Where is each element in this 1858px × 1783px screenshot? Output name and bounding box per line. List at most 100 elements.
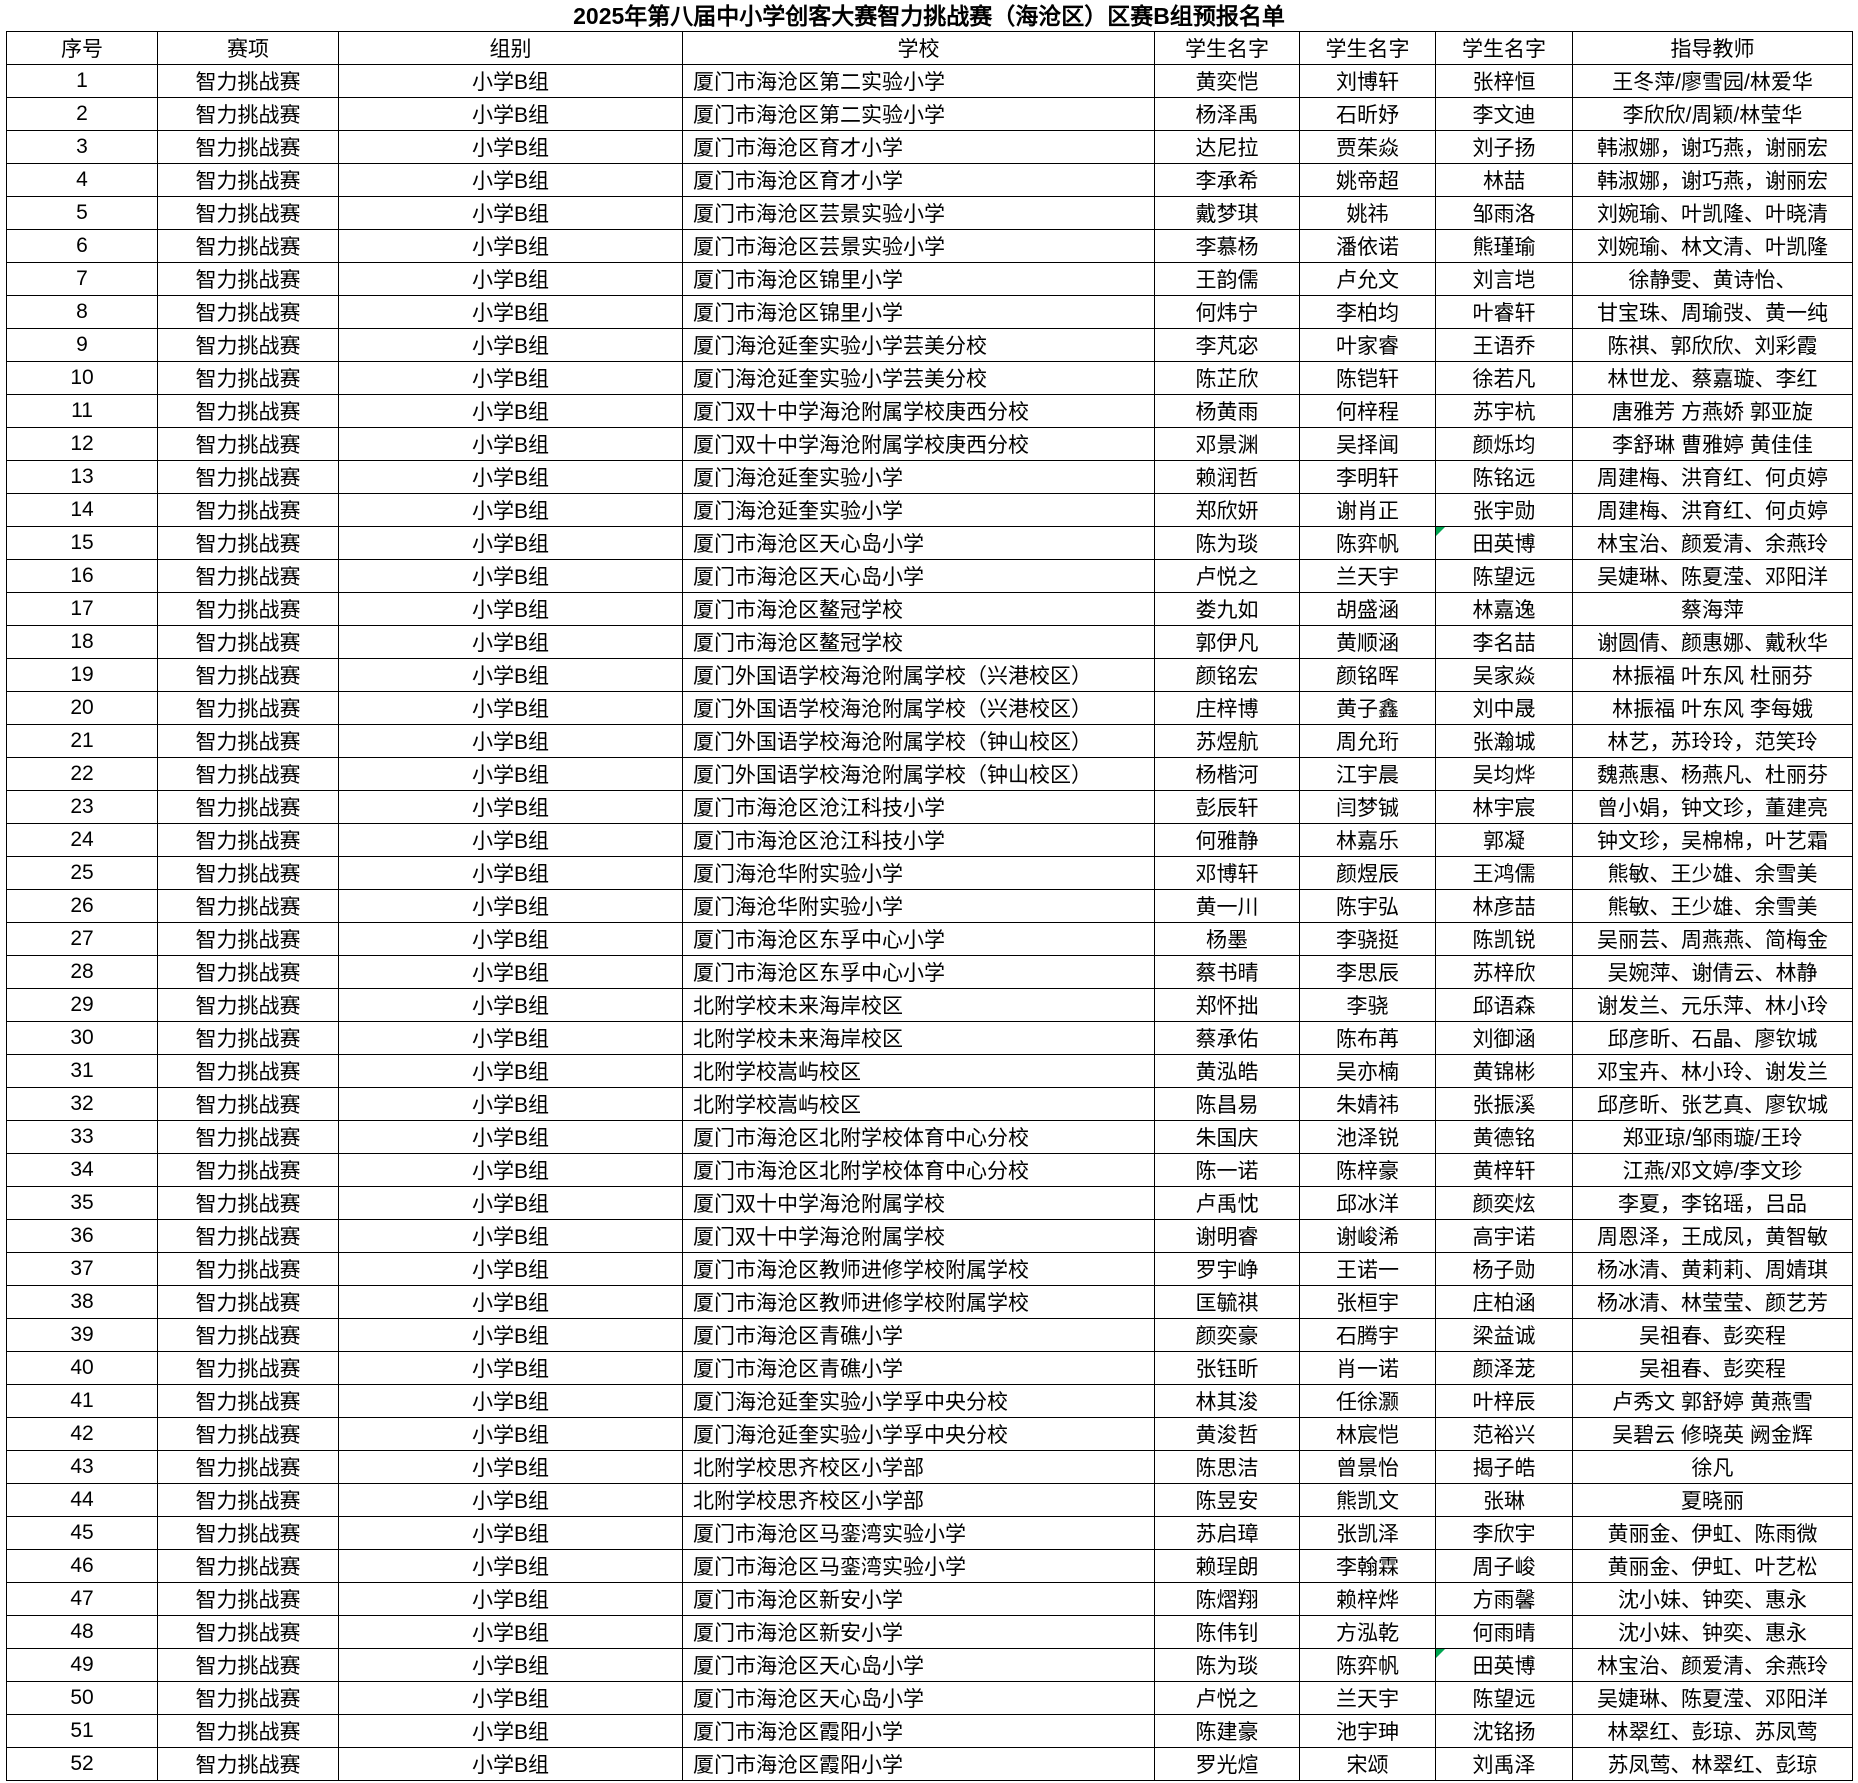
group-cell: 小学B组 <box>338 295 683 329</box>
col-header-student1: 学生名字 <box>1154 31 1300 65</box>
group-cell: 小学B组 <box>338 1219 683 1253</box>
student1-cell: 李承希 <box>1154 163 1300 197</box>
school-cell: 北附学校未来海岸校区 <box>682 988 1155 1022</box>
student3-cell: 吴均烨 <box>1435 757 1573 791</box>
row-number-cell: 11 <box>6 394 158 428</box>
student1-cell: 陈熠翔 <box>1154 1582 1300 1616</box>
student3-cell: 颜奕炫 <box>1435 1186 1573 1220</box>
event-cell: 智力挑战赛 <box>157 196 339 230</box>
school-cell: 厦门海沧延奎实验小学芸美分校 <box>682 328 1155 362</box>
school-cell: 厦门市海沧区天心岛小学 <box>682 1681 1155 1715</box>
student1-cell: 黄泓皓 <box>1154 1054 1300 1088</box>
event-cell: 智力挑战赛 <box>157 1021 339 1055</box>
event-cell: 智力挑战赛 <box>157 988 339 1022</box>
teachers-cell: 沈小妹、钟奕、惠永 <box>1572 1582 1853 1616</box>
school-cell: 厦门双十中学海沧附属学校 <box>682 1219 1155 1253</box>
student2-cell: 池宇珅 <box>1299 1714 1436 1748</box>
event-cell: 智力挑战赛 <box>157 1120 339 1154</box>
row-number-cell: 26 <box>6 889 158 923</box>
col-header-student3: 学生名字 <box>1435 31 1573 65</box>
event-cell: 智力挑战赛 <box>157 427 339 461</box>
student1-cell: 陈为琰 <box>1154 1648 1300 1682</box>
student3-cell: 黄锦彬 <box>1435 1054 1573 1088</box>
group-cell: 小学B组 <box>338 1549 683 1583</box>
school-cell: 厦门海沧延奎实验小学孚中央分校 <box>682 1384 1155 1418</box>
teachers-cell: 魏燕惠、杨燕凡、杜丽芬 <box>1572 757 1853 791</box>
student2-cell: 林嘉乐 <box>1299 823 1436 857</box>
teachers-cell: 韩淑娜，谢巧燕，谢丽宏 <box>1572 163 1853 197</box>
student2-cell: 吴择闻 <box>1299 427 1436 461</box>
group-cell: 小学B组 <box>338 1021 683 1055</box>
table-row: 31 智力挑战赛 小学B组 北附学校嵩屿校区 黄泓皓 吴亦楠 黄锦彬 邓宝卉、林小玲、谢发兰 <box>6 1054 1853 1088</box>
event-cell: 智力挑战赛 <box>157 1219 339 1253</box>
teachers-cell: 林宝治、颜爱清、余燕玲 <box>1572 1648 1853 1682</box>
school-cell: 厦门市海沧区教师进修学校附属学校 <box>682 1285 1155 1319</box>
group-cell: 小学B组 <box>338 1483 683 1517</box>
school-cell: 厦门市海沧区新安小学 <box>682 1582 1155 1616</box>
student3-cell: 张瀚城 <box>1435 724 1573 758</box>
table-row: 8 智力挑战赛 小学B组 厦门市海沧区锦里小学 何炜宁 李柏均 叶睿轩 甘宝珠、周瑜弢、黄一纯 <box>6 295 1853 329</box>
teachers-cell: 吴祖春、彭奕程 <box>1572 1318 1853 1352</box>
student3-cell: 张琳 <box>1435 1483 1573 1517</box>
event-cell: 智力挑战赛 <box>157 1285 339 1319</box>
student1-cell: 黄一川 <box>1154 889 1300 923</box>
student1-cell: 黄浚哲 <box>1154 1417 1300 1451</box>
event-cell: 智力挑战赛 <box>157 1681 339 1715</box>
table-row: 15 智力挑战赛 小学B组 厦门市海沧区天心岛小学 陈为琰 陈弈帆 田英博 林宝治、颜爱清、余… <box>6 526 1853 560</box>
student2-cell: 谢峻浠 <box>1299 1219 1436 1253</box>
student1-cell: 郑怀拙 <box>1154 988 1300 1022</box>
student1-cell: 彭辰轩 <box>1154 790 1300 824</box>
row-number-cell: 30 <box>6 1021 158 1055</box>
student1-cell: 陈为琰 <box>1154 526 1300 560</box>
table-row: 16 智力挑战赛 小学B组 厦门市海沧区天心岛小学 卢悦之 兰天宇 陈望远 吴婕琳、陈夏滢、邓… <box>6 559 1853 593</box>
group-cell: 小学B组 <box>338 856 683 890</box>
student3-cell: 刘禹泽 <box>1435 1747 1573 1781</box>
group-cell: 小学B组 <box>338 955 683 989</box>
table-row: 41 智力挑战赛 小学B组 厦门海沧延奎实验小学孚中央分校 林其浚 任徐灏 叶梓辰 卢秀文 郭… <box>6 1384 1853 1418</box>
school-cell: 厦门海沧延奎实验小学 <box>682 493 1155 527</box>
table-row: 1 智力挑战赛 小学B组 厦门市海沧区第二实验小学 黄奕恺 刘博轩 张梓恒 王冬萍/廖雪园/林… <box>6 64 1853 98</box>
row-number-cell: 38 <box>6 1285 158 1319</box>
row-number-cell: 3 <box>6 130 158 164</box>
teachers-cell: 苏凤莺、林翠红、彭琼 <box>1572 1747 1853 1781</box>
table-row: 52 智力挑战赛 小学B组 厦门市海沧区霞阳小学 罗光煊 宋颂 刘禹泽 苏凤莺、林翠红、彭琼 <box>6 1747 1853 1781</box>
row-number-cell: 34 <box>6 1153 158 1187</box>
row-number-cell: 36 <box>6 1219 158 1253</box>
school-cell: 厦门市海沧区天心岛小学 <box>682 526 1155 560</box>
row-number-cell: 35 <box>6 1186 158 1220</box>
table-row: 22 智力挑战赛 小学B组 厦门外国语学校海沧附属学校（钟山校区） 杨楷河 江宇晨 吴均烨魏… <box>6 757 1853 791</box>
student3-cell: 邱语森 <box>1435 988 1573 1022</box>
student3-cell: 徐若凡 <box>1435 361 1573 395</box>
student3-cell: 何雨晴 <box>1435 1615 1573 1649</box>
student2-cell: 胡盛涵 <box>1299 592 1436 626</box>
teachers-cell: 黄丽金、伊虹、陈雨微 <box>1572 1516 1853 1550</box>
teachers-cell: 杨冰清、黄莉莉、周婧琪 <box>1572 1252 1853 1286</box>
group-cell: 小学B组 <box>338 790 683 824</box>
group-cell: 小学B组 <box>338 1582 683 1616</box>
student1-cell: 庄梓博 <box>1154 691 1300 725</box>
student3-cell-with-note-indicator: 田英博 <box>1435 1648 1573 1682</box>
school-cell: 厦门海沧延奎实验小学芸美分校 <box>682 361 1155 395</box>
row-number-cell: 49 <box>6 1648 158 1682</box>
school-cell: 厦门海沧华附实验小学 <box>682 856 1155 890</box>
event-cell: 智力挑战赛 <box>157 361 339 395</box>
student1-cell: 郑欣妍 <box>1154 493 1300 527</box>
group-cell: 小学B组 <box>338 1285 683 1319</box>
student3-cell: 陈凯锐 <box>1435 922 1573 956</box>
school-cell: 厦门市海沧区天心岛小学 <box>682 559 1155 593</box>
table-row: 35 智力挑战赛 小学B组 厦门双十中学海沧附属学校 卢禹忱 邱冰洋 颜奕炫 李夏，李铭瑶，吕… <box>6 1186 1853 1220</box>
teachers-cell: 熊敏、王少雄、余雪美 <box>1572 856 1853 890</box>
student2-cell: 池泽锐 <box>1299 1120 1436 1154</box>
table-row: 17 智力挑战赛 小学B组 厦门市海沧区鳌冠学校 娄九如 胡盛涵 林嘉逸 蔡海萍 <box>6 592 1853 626</box>
table-row: 24 智力挑战赛 小学B组 厦门市海沧区沧江科技小学 何雅静 林嘉乐 郭凝 钟文珍，吴棉棉，叶… <box>6 823 1853 857</box>
school-cell: 厦门双十中学海沧附属学校庚西分校 <box>682 427 1155 461</box>
school-cell: 北附学校思齐校区小学部 <box>682 1450 1155 1484</box>
school-cell: 厦门海沧华附实验小学 <box>682 889 1155 923</box>
row-number-cell: 18 <box>6 625 158 659</box>
row-number-cell: 13 <box>6 460 158 494</box>
teachers-cell: 蔡海萍 <box>1572 592 1853 626</box>
teachers-cell: 邱彦昕、张艺真、廖钦城 <box>1572 1087 1853 1121</box>
school-cell: 厦门市海沧区锦里小学 <box>682 262 1155 296</box>
row-number-cell: 23 <box>6 790 158 824</box>
teachers-cell: 林世龙、蔡嘉璇、李红 <box>1572 361 1853 395</box>
